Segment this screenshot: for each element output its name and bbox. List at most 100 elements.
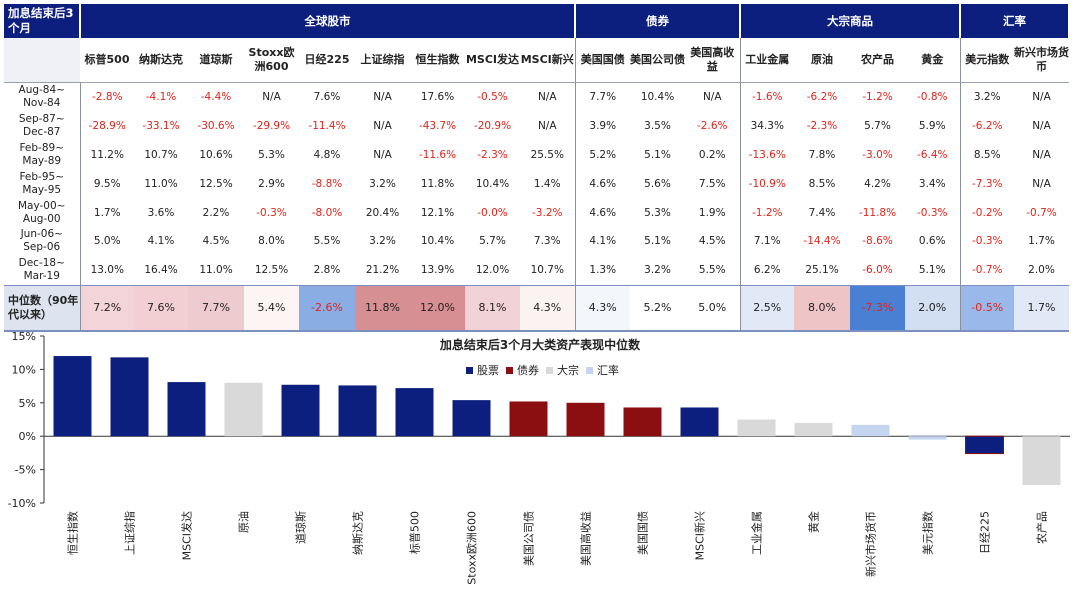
- column-header: 标普500: [80, 38, 134, 83]
- x-tick-label: 上证综指: [123, 511, 137, 555]
- table-cell: 10.4%: [465, 169, 520, 199]
- period-cell: May-00~ Aug-00: [4, 198, 81, 227]
- table-cell: 7.1%: [740, 226, 794, 256]
- table-cell: 7.6%: [299, 82, 355, 112]
- x-tick-label: MSCI发达: [180, 511, 194, 560]
- period-cell: Sep-87~ Dec-87: [4, 111, 81, 141]
- median-cell: 7.7%: [188, 284, 244, 332]
- median-row: 中位数（90年代以来） 7.2% 7.6% 7.7% 5.4% -2.6% 11.8% 12.…: [4, 284, 1069, 332]
- column-header: 工业金属: [740, 38, 794, 83]
- median-cell: 4.3%: [575, 284, 630, 332]
- table-cell: 9.5%: [80, 169, 134, 199]
- median-cell: 5.0%: [685, 284, 741, 332]
- x-tick-label: 日经225: [979, 511, 992, 554]
- table-cell: N/A: [355, 111, 410, 141]
- table-cell: 20.4%: [355, 198, 410, 227]
- median-cell: 8.0%: [794, 284, 850, 332]
- table-cell: -6.2%: [794, 82, 850, 112]
- median-bar-chart: 加息结束后3个月大类资产表现中位数 股票 债券 大宗 汇率 15% 10% 5% 0% -5%…: [8, 330, 1070, 585]
- bar: [794, 422, 833, 437]
- column-header: 道琼斯: [188, 38, 244, 83]
- table-cell: 5.7%: [850, 111, 905, 141]
- column-header: 黄金: [905, 38, 961, 83]
- table-cell: 4.1%: [134, 226, 188, 256]
- table-cell: 3.6%: [134, 198, 188, 227]
- table-cell: -8.6%: [850, 226, 905, 256]
- table-cell: N/A: [520, 82, 576, 112]
- table-cell: N/A: [1014, 140, 1069, 170]
- table-cell: -2.6%: [685, 111, 741, 141]
- median-cell: -0.5%: [960, 284, 1014, 332]
- table-cell: 1.9%: [685, 198, 741, 227]
- table-cell: -4.1%: [134, 82, 188, 112]
- table-cell: N/A: [1014, 111, 1069, 141]
- table-cell: -0.5%: [465, 82, 520, 112]
- table-cell: 12.5%: [244, 255, 299, 286]
- table-cell: -33.1%: [134, 111, 188, 141]
- group-header-equity: 全球股市: [80, 4, 576, 38]
- group-header-row: 加息结束后3个月 全球股市 债券 大宗商品 汇率: [4, 4, 1070, 38]
- x-tick-label: 美国公司债: [522, 511, 536, 566]
- legend-swatch: [586, 367, 593, 374]
- table-cell: 3.2%: [355, 169, 410, 199]
- table-row: May-00~ Aug-00 1.7% 3.6% 2.2% -0.3% -8.0% 20.4%…: [4, 198, 1069, 227]
- period-cell: Aug-84~ Nov-84: [4, 82, 81, 112]
- table-cell: 3.5%: [630, 111, 685, 141]
- group-header-commodities: 大宗商品: [740, 4, 961, 38]
- bar: [452, 400, 491, 437]
- period-start: Aug-84~: [18, 84, 65, 97]
- table-cell: 10.4%: [630, 82, 685, 112]
- bar: [680, 407, 719, 437]
- table-cell: 4.5%: [188, 226, 244, 256]
- table-cell: -2.3%: [794, 111, 850, 141]
- bar: [110, 357, 149, 437]
- bar: [338, 385, 377, 437]
- table-cell: 3.2%: [355, 226, 410, 256]
- table-cell: 4.6%: [575, 169, 630, 199]
- median-cell: 4.3%: [520, 284, 576, 332]
- column-header: 美元指数: [960, 38, 1014, 83]
- median-cell: 1.7%: [1014, 284, 1069, 332]
- table-cell: 0.6%: [905, 226, 961, 256]
- table-cell: 8.5%: [960, 140, 1014, 170]
- table-cell: 7.4%: [794, 198, 850, 227]
- table-cell: -14.4%: [794, 226, 850, 256]
- table-cell: 5.0%: [80, 226, 134, 256]
- median-cell: 2.5%: [740, 284, 794, 332]
- table-cell: 11.8%: [410, 169, 465, 199]
- table-cell: N/A: [1014, 169, 1069, 199]
- column-header: 美国高收益: [685, 38, 741, 83]
- table-cell: 4.6%: [575, 198, 630, 227]
- column-header: 农产品: [850, 38, 905, 83]
- table-cell: -43.7%: [410, 111, 465, 141]
- column-header-row: 标普500 纳斯达克 道琼斯 Stoxx欧洲600 日经225 上证综指 恒生指数 MSCI发…: [4, 38, 1069, 83]
- table-cell: 6.2%: [740, 255, 794, 286]
- table-cell: -0.8%: [905, 82, 961, 112]
- table-cell: 7.3%: [520, 226, 576, 256]
- y-tick-label: -10%: [8, 497, 36, 510]
- x-axis-labels: 恒生指数 上证综指 MSCI发达 原油 道琼斯 纳斯达克 标普500 Stoxx欧洲600 美国…: [66, 511, 1049, 585]
- table-cell: 21.2%: [355, 255, 410, 286]
- x-tick-label: Stoxx欧洲600: [466, 511, 479, 585]
- column-header: 纳斯达克: [134, 38, 188, 83]
- table-cell: 10.4%: [410, 226, 465, 256]
- legend-label: 大宗: [557, 363, 579, 377]
- table-cell: 11.0%: [134, 169, 188, 199]
- bar: [965, 435, 1004, 455]
- x-tick-label: MSCI新兴: [693, 511, 707, 560]
- table-cell: -8.0%: [299, 198, 355, 227]
- bar: [53, 356, 92, 437]
- table-row: Feb-89~ May-89 11.2% 10.7% 10.6% 5.3% 4.8% N/A -…: [4, 140, 1069, 170]
- median-cell: 12.0%: [410, 284, 465, 332]
- table-cell: 2.2%: [188, 198, 244, 227]
- period-start: Feb-89~: [19, 141, 65, 154]
- table-cell: 3.2%: [630, 255, 685, 286]
- legend-swatch: [546, 367, 553, 374]
- median-cell: 7.6%: [134, 284, 188, 332]
- legend-swatch: [466, 367, 473, 374]
- column-header: 美国公司债: [630, 38, 685, 83]
- table-cell: 3.2%: [960, 82, 1014, 112]
- median-cell: 11.8%: [355, 284, 410, 332]
- table-cell: -0.2%: [960, 198, 1014, 227]
- bar: [737, 419, 776, 437]
